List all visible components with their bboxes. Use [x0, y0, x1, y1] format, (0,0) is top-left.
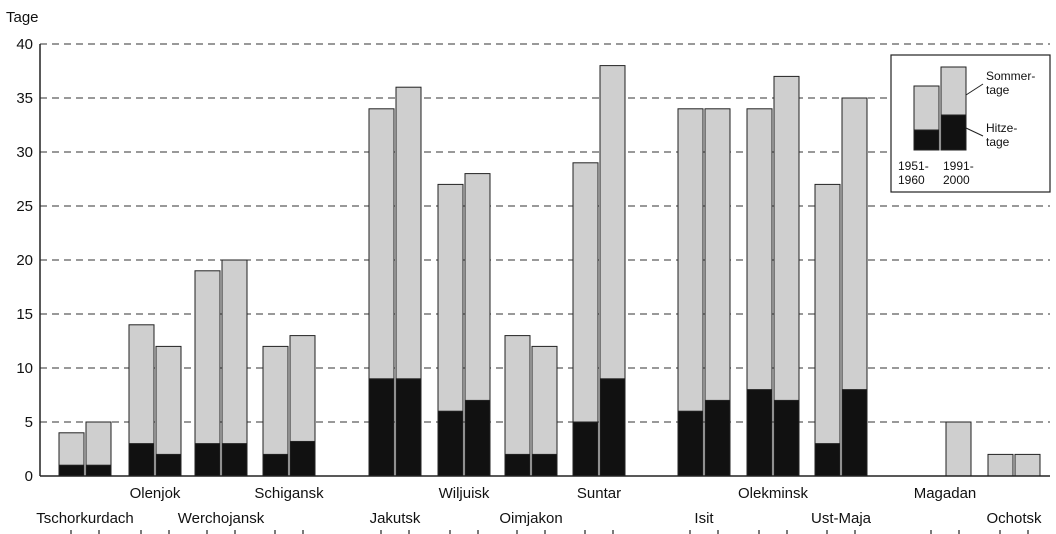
bars	[58, 65, 1041, 477]
legend-bar-1-hitzetage	[913, 129, 940, 151]
category-label-11: Magadan	[914, 485, 977, 502]
bar-sommertage-10-p1	[814, 183, 841, 477]
y-tick-label-20: 20	[16, 252, 33, 269]
bar-sommertage-12-p1	[987, 453, 1014, 477]
bar-sommertage-2-p1	[194, 270, 221, 477]
legend-hitze-label-2: tage	[986, 135, 1010, 149]
bar-hitzetage-7-p1	[572, 421, 599, 477]
bar-hitzetage-0-p2	[85, 464, 112, 477]
bar-hitzetage-9-p2	[773, 399, 800, 477]
y-tick-label-5: 5	[25, 414, 33, 431]
legend-sommer-label-2: tage	[986, 83, 1010, 97]
category-label-4: Jakutsk	[370, 510, 421, 527]
bar-hitzetage-2-p1	[194, 443, 221, 477]
category-label-9: Olekminsk	[738, 485, 809, 502]
category-label-8: Isit	[694, 510, 714, 527]
bar-hitzetage-0-p1	[58, 464, 85, 477]
bar-hitzetage-10-p2	[841, 389, 868, 477]
bar-sommertage-11-p2	[945, 421, 972, 477]
category-label-3: Schigansk	[254, 485, 324, 502]
bar-hitzetage-3-p1	[262, 453, 289, 477]
category-label-1: Olenjok	[130, 485, 181, 502]
bar-hitzetage-8-p1	[677, 410, 704, 477]
category-label-5: Wiljuisk	[439, 485, 490, 502]
bar-hitzetage-5-p1	[437, 410, 464, 477]
legend-period-1-line-2: 1960	[898, 173, 925, 187]
category-labels: Tschorkurdach Olenjok Werchojansk Schigansk…	[36, 485, 1042, 527]
bar-hitzetage-10-p1	[814, 443, 841, 477]
bar-hitzetage-5-p2	[464, 399, 491, 477]
legend: Sommer- tage Hitze- tage 1951- 1960 1991…	[890, 54, 1051, 193]
legend-period-1-line-1: 1951-	[898, 159, 929, 173]
category-label-2: Werchojansk	[178, 510, 265, 527]
legend-bar-2-sommertage	[940, 66, 967, 116]
bar-hitzetage-1-p1	[128, 443, 155, 477]
bar-hitzetage-6-p1	[504, 453, 531, 477]
y-axis-label: Tage	[6, 9, 39, 26]
legend-pointer-sommer	[965, 83, 984, 96]
bar-hitzetage-6-p2	[531, 453, 558, 477]
category-label-10: Ust-Maja	[811, 510, 872, 527]
y-tick-label-25: 25	[16, 198, 33, 215]
y-tick-label-40: 40	[16, 36, 33, 53]
legend-bar-2-hitzetage	[940, 114, 967, 151]
legend-sommer-label-1: Sommer-	[986, 69, 1035, 83]
legend-pointer-hitze	[965, 127, 984, 137]
bar-sommertage-12-p2	[1014, 453, 1041, 477]
category-label-0: Tschorkurdach	[36, 510, 134, 527]
bar-hitzetage-4-p1	[368, 378, 395, 477]
bar-hitzetage-4-p2	[395, 378, 422, 477]
bar-hitzetage-2-p2	[221, 443, 248, 477]
x-tick-marks	[70, 530, 1029, 534]
bar-hitzetage-3-p2	[289, 440, 316, 477]
category-label-7: Suntar	[577, 485, 621, 502]
y-tick-label-0: 0	[25, 468, 33, 485]
bar-hitzetage-9-p1	[746, 389, 773, 477]
y-tick-label-35: 35	[16, 90, 33, 107]
legend-period-2-line-2: 2000	[943, 173, 970, 187]
legend-period-2-line-1: 1991-	[943, 159, 974, 173]
bar-hitzetage-1-p2	[155, 453, 182, 477]
category-label-6: Oimjakon	[499, 510, 562, 527]
category-label-12: Ochotsk	[986, 510, 1042, 527]
bar-hitzetage-7-p2	[599, 378, 626, 477]
y-tick-label-15: 15	[16, 306, 33, 323]
bar-hitzetage-8-p2	[704, 399, 731, 477]
y-tick-label-30: 30	[16, 144, 33, 161]
y-tick-label-10: 10	[16, 360, 33, 377]
y-tick-labels: 0 5 10 15 20 25 30 35 40	[16, 36, 33, 485]
legend-hitze-label-1: Hitze-	[986, 121, 1017, 135]
bar-sommertage-2-p2	[221, 259, 248, 477]
legend-bar-1-sommertage	[913, 85, 940, 131]
